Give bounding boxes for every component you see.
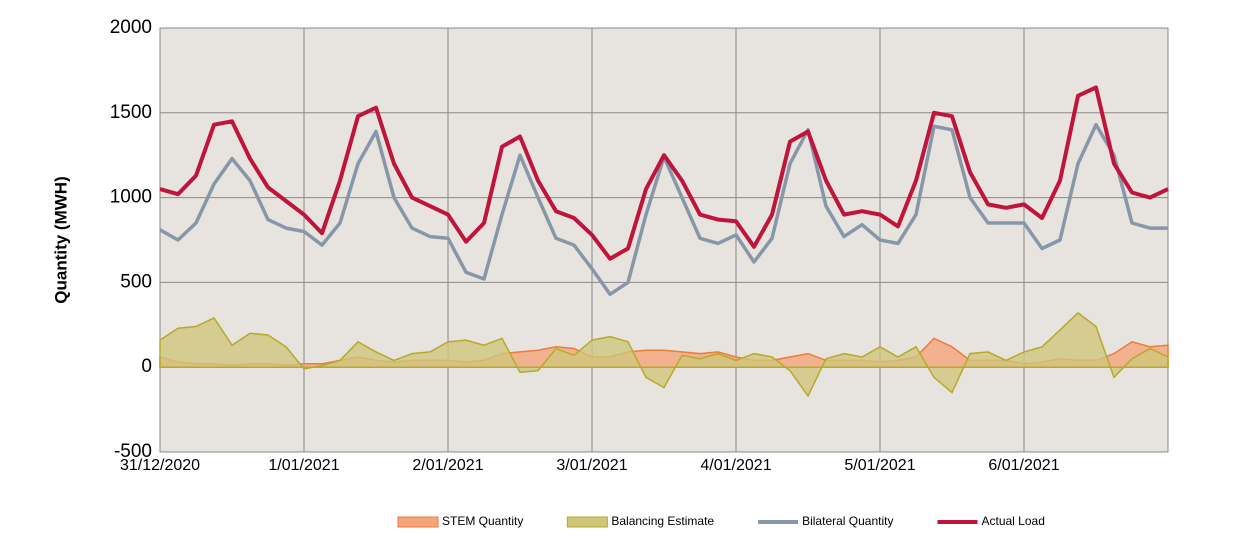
legend-swatch	[397, 516, 439, 528]
x-tick-label: 3/01/2021	[556, 457, 627, 474]
x-tick-label: 6/01/2021	[988, 457, 1059, 474]
x-tick-label: 2/01/2021	[412, 457, 483, 474]
x-tick-label: 31/12/2020	[120, 457, 200, 474]
legend-label: Bilateral Quantity	[802, 514, 893, 528]
x-tick-label: 4/01/2021	[700, 457, 771, 474]
y-tick-label: 500	[120, 271, 152, 292]
y-tick-label: 2000	[110, 17, 152, 38]
legend-swatch	[566, 516, 608, 528]
y-tick-label: 1000	[110, 187, 152, 208]
y-tick-label: 1500	[110, 102, 152, 123]
legend-label: Actual Load	[981, 514, 1044, 528]
legend-label: Balancing Estimate	[611, 514, 714, 528]
x-tick-label: 1/01/2021	[268, 457, 339, 474]
line	[159, 85, 1169, 261]
y-axis-label: Quantity (MWH)	[51, 176, 70, 303]
legend: STEM Quantity Balancing Estimate Bilateral…	[397, 514, 1045, 528]
x-tick-label: 5/01/2021	[844, 457, 915, 474]
plot-border	[159, 27, 1169, 453]
legend-label: STEM Quantity	[442, 514, 523, 528]
area	[159, 311, 1169, 398]
y-tick-label: 0	[141, 356, 152, 377]
y-tick-label: -500	[114, 441, 152, 462]
